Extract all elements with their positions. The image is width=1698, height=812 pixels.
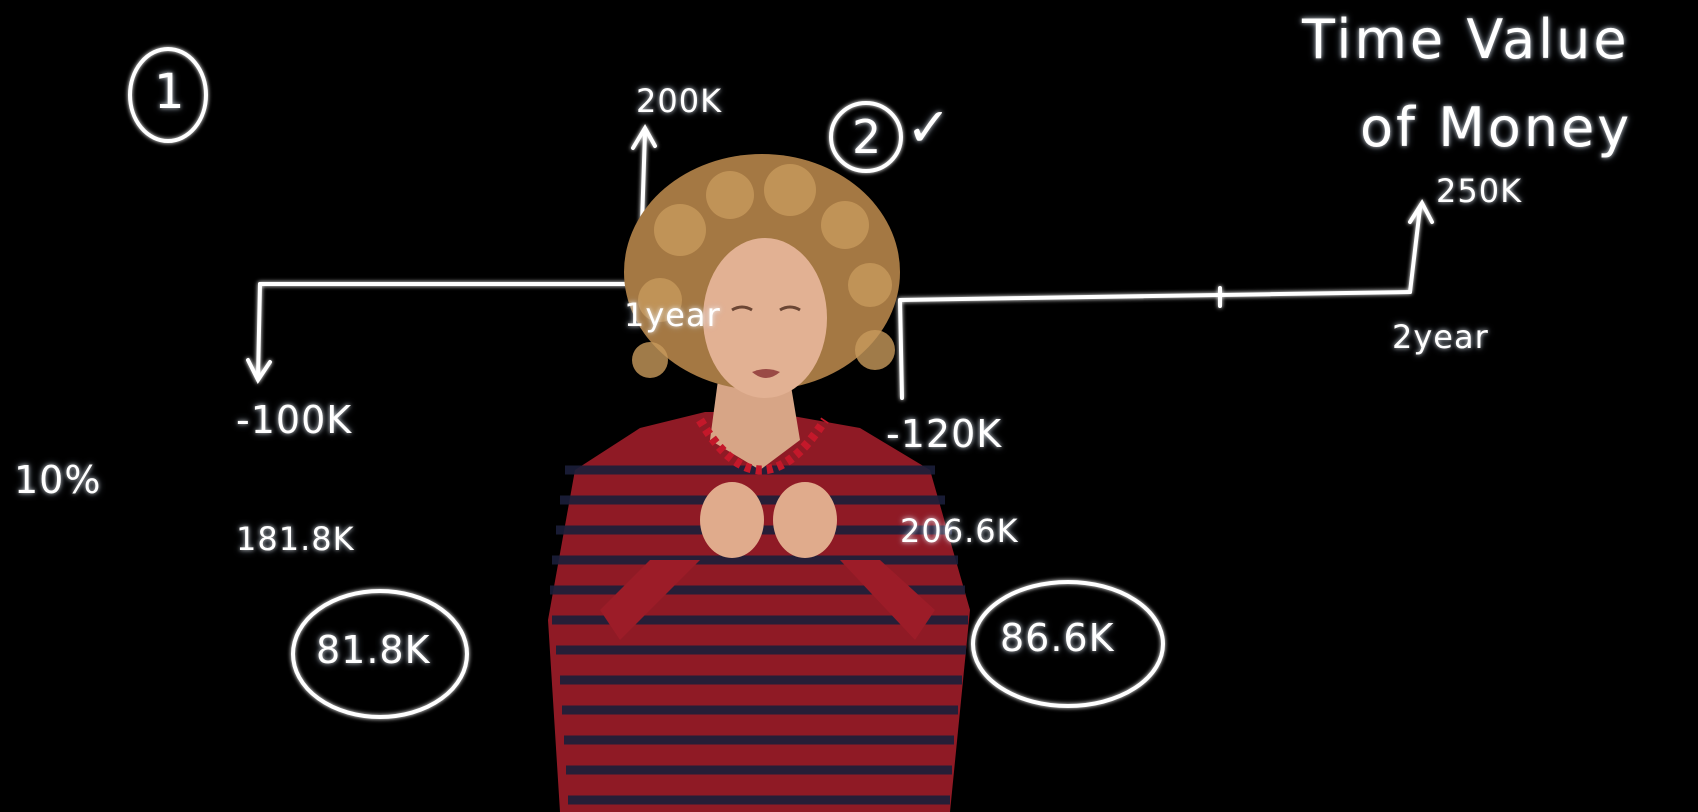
title-line1: Time Value — [1302, 8, 1630, 71]
npv2-circle — [971, 580, 1165, 708]
option2-label: 2 — [852, 110, 883, 164]
timeline2-inflow: 250K — [1436, 172, 1523, 210]
timeline1-outflow: -100K — [236, 398, 353, 442]
discount-rate: 10% — [14, 458, 102, 502]
presenter — [548, 154, 970, 812]
option1-label: 1 — [154, 64, 186, 120]
timeline1-outflow-arrow — [246, 282, 272, 384]
title-line2: of Money — [1360, 96, 1633, 159]
timeline2-outflow: -120K — [886, 412, 1003, 456]
option1-circle — [128, 47, 208, 143]
timeline1-npv: 81.8K — [316, 628, 431, 672]
option2-check-icon: ✓ — [906, 96, 955, 159]
npv1-circle — [291, 589, 469, 719]
timeline2-line — [898, 290, 1412, 302]
option2-circle — [829, 101, 903, 173]
timeline1-inflow: 200K — [636, 82, 723, 120]
timeline1-pv-inflow: 181.8K — [236, 520, 355, 558]
timeline2-inflow-arrow — [1408, 199, 1434, 294]
timeline2-outflow-arrow — [898, 298, 904, 400]
timeline1-period: 1year — [624, 296, 721, 334]
timeline2-npv: 86.6K — [1000, 616, 1115, 660]
timeline2-period: 2year — [1392, 318, 1489, 356]
timeline2-pv-inflow: 206.6K — [900, 512, 1019, 550]
